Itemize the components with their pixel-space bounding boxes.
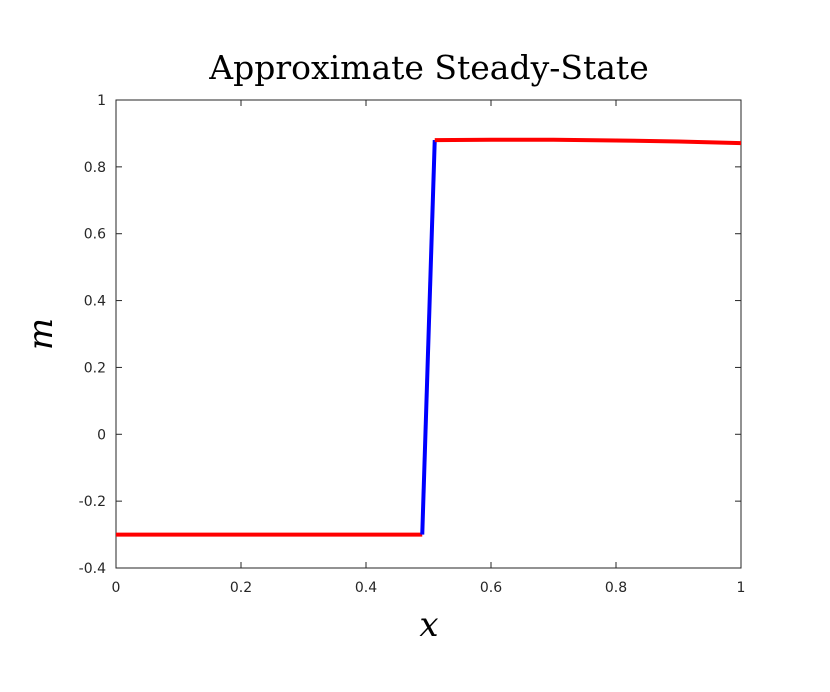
y-axis: -0.4 -0.2 0 0.2 0.4 0.6 0.8 1 bbox=[79, 93, 741, 577]
x-tick-label: 0.8 bbox=[605, 580, 627, 596]
y-tick-label: -0.2 bbox=[79, 494, 106, 510]
y-tick-label: 0.8 bbox=[84, 160, 106, 176]
plot-frame bbox=[115, 99, 742, 569]
series-layer bbox=[116, 137, 742, 537]
series-line-3 bbox=[434, 137, 742, 146]
x-axis: 0 0.2 0.4 0.6 0.8 1 bbox=[112, 100, 746, 596]
x-tick-label: 0.4 bbox=[355, 580, 377, 596]
x-tick-label: 1 bbox=[737, 580, 746, 596]
plot-border bbox=[115, 99, 742, 569]
y-tick-label: 0.2 bbox=[84, 360, 106, 376]
x-tick-label: 0 bbox=[112, 580, 121, 596]
x-tick-label: 0.2 bbox=[230, 580, 252, 596]
y-tick-label: 0.6 bbox=[84, 227, 106, 243]
y-tick-label: -0.4 bbox=[79, 561, 106, 577]
y-tick-label: 0.4 bbox=[84, 294, 106, 310]
chart-title: Approximate Steady-State bbox=[208, 48, 648, 87]
x-axis-label: x bbox=[419, 605, 438, 645]
y-tick-label: 0 bbox=[97, 427, 106, 443]
y-axis-label: m bbox=[21, 318, 61, 350]
y-tick-label: 1 bbox=[97, 93, 106, 109]
x-tick-label: 0.6 bbox=[480, 580, 502, 596]
series-line-2 bbox=[420, 140, 437, 535]
